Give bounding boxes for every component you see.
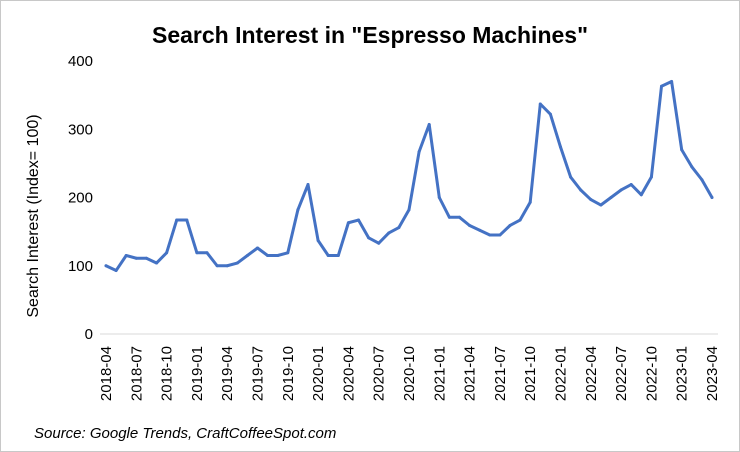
x-tick-label: 2022-04 [583,346,600,401]
data-point [478,228,482,232]
y-tick-label: 100 [68,258,93,275]
data-point [649,175,653,179]
data-point [306,183,310,187]
data-point [245,254,249,258]
x-tick-label: 2023-01 [674,346,691,401]
x-tick-label: 2020-10 [401,346,418,401]
x-tick-label: 2022-10 [643,346,660,401]
data-point [700,178,704,182]
chart-title: Search Interest in "Espresso Machines" [152,22,588,48]
data-point [134,256,138,260]
data-point [326,254,330,258]
data-point [538,102,542,106]
data-point [397,226,401,230]
data-point [296,208,300,212]
x-tick-label: 2021-10 [522,346,539,401]
x-tick-label: 2018-04 [98,346,115,401]
data-point [609,196,613,199]
data-point [266,254,270,258]
data-point [508,223,512,227]
x-tick-label: 2022-07 [613,346,630,401]
data-point [710,196,714,199]
data-point [458,215,461,219]
x-tick-label: 2019-01 [189,346,206,401]
data-point [437,196,441,199]
data-point [346,221,350,225]
data-point [256,246,259,250]
series-line [104,79,714,273]
data-point [488,233,492,237]
data-point [215,264,219,268]
data-point [175,218,179,222]
data-point [427,122,431,126]
data-point [579,188,583,192]
data-point [619,188,623,192]
data-point [165,251,169,255]
data-point [417,150,421,154]
data-point [599,203,603,207]
data-point [559,145,562,149]
data-point [680,148,684,152]
x-axis-ticks: 2018-04 2018-07 2018-10 2019-01 2019-04 2019-… [98,346,721,401]
data-point [235,261,239,265]
data-point [367,236,371,240]
data-point [377,241,381,245]
data-point [447,215,451,219]
x-tick-label: 2023-04 [704,346,721,401]
data-point [195,251,199,255]
x-tick-label: 2019-07 [250,346,267,401]
data-point [518,218,522,222]
y-tick-label: 200 [68,190,93,207]
data-point [336,254,340,258]
data-point [528,200,532,204]
x-tick-label: 2019-04 [219,346,236,401]
data-point [185,218,189,222]
data-point [357,218,360,222]
x-tick-label: 2022-01 [553,346,570,401]
data-point [670,79,674,83]
y-tick-label: 300 [68,121,93,138]
data-points [104,79,714,273]
y-tick-label: 0 [85,326,93,343]
data-point [144,256,148,260]
data-point [286,251,290,255]
data-point [589,198,593,202]
data-point [387,231,391,235]
data-point [276,254,280,258]
data-point [205,251,209,255]
x-tick-label: 2018-07 [128,346,145,401]
x-tick-label: 2021-04 [462,346,479,401]
x-tick-label: 2020-04 [340,346,357,401]
x-tick-label: 2021-07 [492,346,509,401]
data-point [225,264,229,268]
data-point [629,183,633,187]
data-point [690,165,694,169]
x-tick-label: 2020-07 [371,346,388,401]
x-tick-label: 2018-10 [159,346,176,401]
x-tick-label: 2020-01 [310,346,327,401]
data-point [316,239,320,242]
data-point [468,223,472,227]
data-point [569,175,573,179]
data-point [498,233,502,237]
data-point [548,112,552,116]
x-tick-label: 2021-01 [431,346,448,401]
y-axis-label: Search Interest (Index= 100) [25,114,42,317]
data-point [114,269,118,273]
data-point [639,193,643,197]
y-tick-label: 400 [68,53,93,70]
y-axis-ticks: 0 100 200 300 400 [68,53,93,343]
data-point [660,84,663,88]
data-point [104,264,108,268]
data-point [407,208,411,212]
data-point [155,261,158,265]
source-note: Source: Google Trends, CraftCoffeeSpot.c… [34,425,336,442]
x-tick-label: 2019-10 [280,346,297,401]
data-point [124,254,128,258]
